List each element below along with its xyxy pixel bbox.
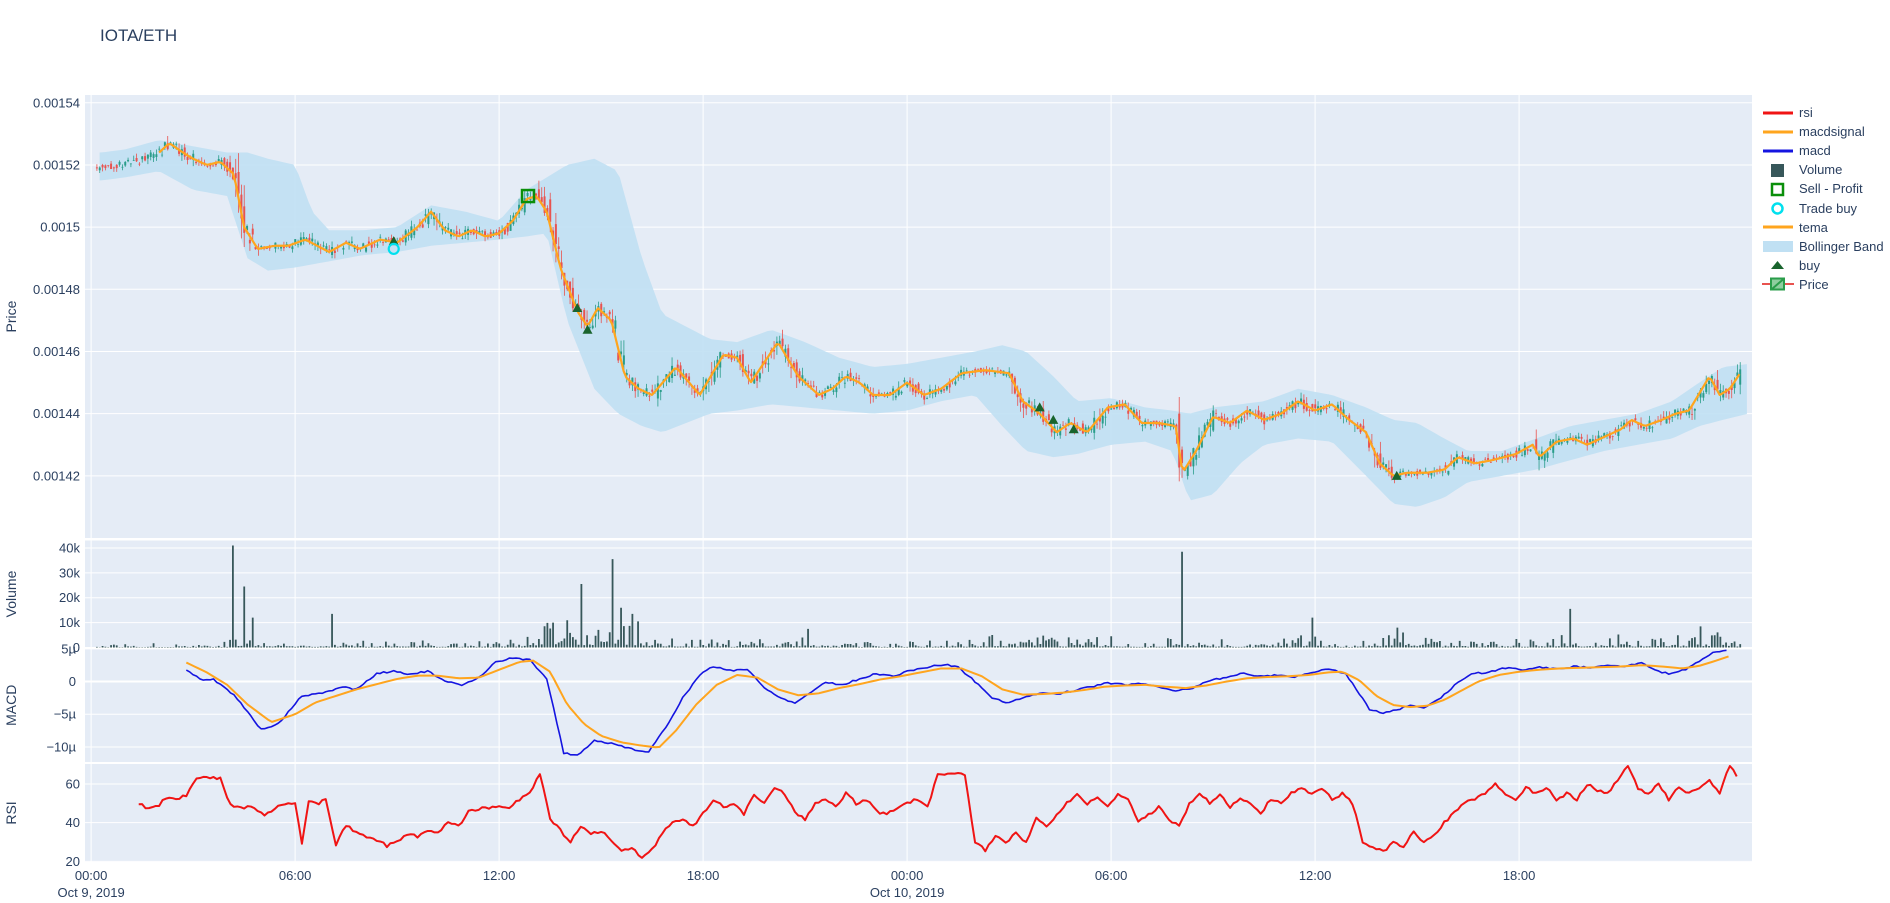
legend-item-label: tema — [1799, 219, 1828, 235]
chart-title: IOTA/ETH — [100, 26, 178, 45]
line-legend-icon — [1762, 143, 1794, 159]
svg-text:06:00: 06:00 — [1095, 868, 1128, 883]
buy-marker[interactable] — [1068, 424, 1079, 434]
panel-bg-volume[interactable] — [85, 540, 1752, 648]
svg-text:0.00148: 0.00148 — [33, 282, 80, 297]
svg-text:−5µ: −5µ — [54, 707, 77, 722]
legend-item-label: Price — [1799, 276, 1829, 292]
svg-text:−10µ: −10µ — [46, 739, 76, 754]
legend-item-label: macd — [1799, 143, 1831, 159]
buy-marker[interactable] — [1048, 414, 1059, 424]
line-legend-icon — [1762, 219, 1794, 235]
candle-legend-icon — [1762, 276, 1794, 292]
svg-text:12:00: 12:00 — [483, 868, 516, 883]
svg-text:06:00: 06:00 — [279, 868, 312, 883]
svg-text:0.00146: 0.00146 — [33, 344, 80, 359]
svg-text:40k: 40k — [59, 540, 80, 555]
svg-text:12:00: 12:00 — [1299, 868, 1332, 883]
buy-marker[interactable] — [388, 236, 399, 246]
svg-text:40: 40 — [66, 815, 80, 830]
svg-text:0.00154: 0.00154 — [33, 95, 80, 110]
axis-title-volume: Volume — [3, 570, 19, 617]
legend-item-macd[interactable]: macd — [1762, 141, 1884, 160]
axis-title-macd: MACD — [3, 685, 19, 726]
triangle-up-legend-icon — [1762, 257, 1794, 273]
macdsignal-line[interactable] — [185, 655, 1729, 749]
macd-line[interactable] — [185, 649, 1727, 756]
svg-text:30k: 30k — [59, 565, 80, 580]
legend-item-label: rsi — [1799, 105, 1813, 121]
svg-text:0: 0 — [69, 674, 76, 689]
legend-item-macdsignal[interactable]: macdsignal — [1762, 122, 1884, 141]
legend-item-sell-profit[interactable]: Sell - Profit — [1762, 179, 1884, 198]
tema-line[interactable] — [158, 142, 1741, 477]
svg-text:Oct 9, 2019: Oct 9, 2019 — [58, 885, 125, 900]
svg-text:0.00152: 0.00152 — [33, 157, 80, 172]
svg-text:5µ: 5µ — [61, 641, 76, 656]
trade-buy-marker[interactable] — [387, 242, 400, 255]
svg-text:0.00144: 0.00144 — [33, 406, 80, 421]
svg-text:10k: 10k — [59, 615, 80, 630]
legend-item-label: Bollinger Band — [1799, 238, 1884, 254]
legend-item-label: Sell - Profit — [1799, 181, 1863, 197]
bollinger-band-area — [99, 140, 1747, 507]
axis-title-rsi: RSI — [3, 801, 19, 824]
buy-marker[interactable] — [572, 302, 583, 312]
line-legend-icon — [1762, 105, 1794, 121]
open-square-legend-icon — [1762, 181, 1794, 197]
sell-profit-marker[interactable] — [520, 188, 536, 204]
legend-item-rsi[interactable]: rsi — [1762, 103, 1884, 122]
legend-item-volume[interactable]: Volume — [1762, 160, 1884, 179]
legend-item-label: Volume — [1799, 162, 1843, 178]
svg-text:20: 20 — [66, 854, 80, 869]
legend-item-price[interactable]: Price — [1762, 275, 1884, 294]
line-legend-icon — [1762, 124, 1794, 140]
svg-text:00:00: 00:00 — [891, 868, 924, 883]
svg-text:0.00142: 0.00142 — [33, 468, 80, 483]
svg-text:60: 60 — [66, 776, 80, 791]
legend-item-trade-buy[interactable]: Trade buy — [1762, 198, 1884, 217]
panel-bg-rsi[interactable] — [85, 764, 1752, 862]
legend: rsi macdsignal macd Volume Sell - Profit Trad… — [1762, 103, 1884, 294]
svg-text:00:00: 00:00 — [75, 868, 108, 883]
buy-marker[interactable] — [582, 324, 593, 334]
svg-text:20k: 20k — [59, 590, 80, 605]
svg-text:18:00: 18:00 — [687, 868, 720, 883]
legend-item-label: Trade buy — [1799, 200, 1858, 216]
band-legend-icon — [1762, 238, 1794, 254]
svg-text:0.0015: 0.0015 — [40, 220, 80, 235]
buy-marker[interactable] — [1034, 402, 1045, 412]
legend-item-buy[interactable]: buy — [1762, 256, 1884, 275]
legend-item-tema[interactable]: tema — [1762, 218, 1884, 237]
svg-text:18:00: 18:00 — [1503, 868, 1536, 883]
legend-item-label: macdsignal — [1799, 124, 1865, 140]
square-legend-icon — [1762, 162, 1794, 178]
rsi-line[interactable] — [138, 765, 1738, 859]
open-circle-legend-icon — [1762, 200, 1794, 216]
buy-marker[interactable] — [1391, 470, 1402, 480]
svg-text:Oct 10, 2019: Oct 10, 2019 — [870, 885, 944, 900]
axis-title-price: Price — [3, 300, 19, 332]
svg-text:0: 0 — [73, 640, 80, 655]
legend-item-label: buy — [1799, 257, 1820, 273]
legend-item-bollinger-band[interactable]: Bollinger Band — [1762, 237, 1884, 256]
axis-ticks: 0.00154 0.00152 0.0015 0.00148 0.00146 0.0014… — [33, 95, 1535, 900]
panel-bg-macd[interactable] — [85, 648, 1752, 763]
volume-bars[interactable] — [96, 545, 1742, 648]
